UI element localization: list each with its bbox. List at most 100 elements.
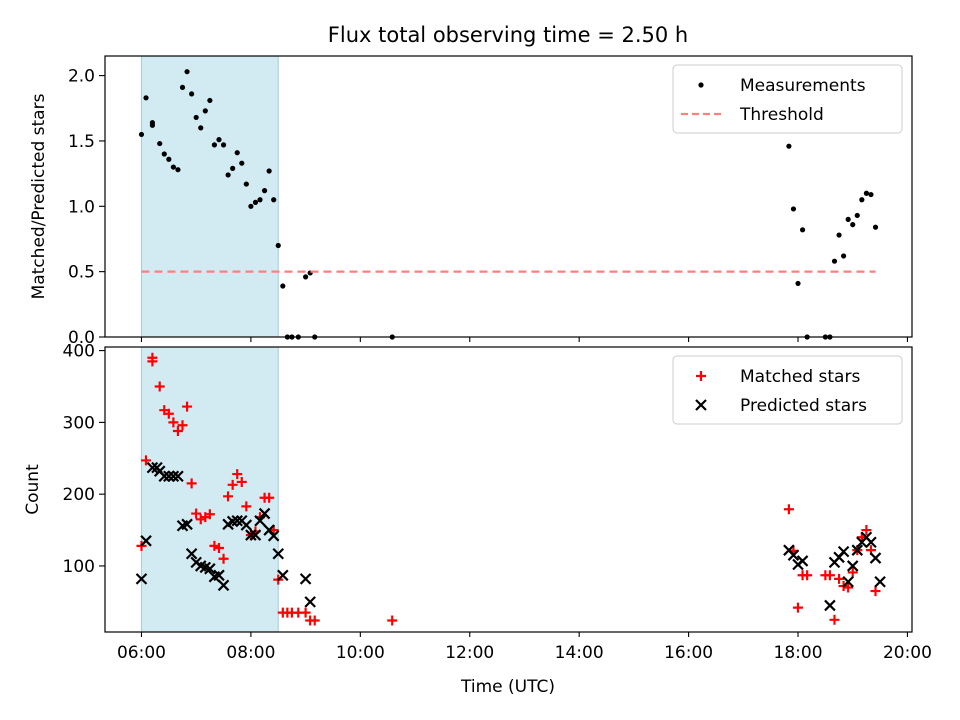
legend-predicted-label: Predicted stars xyxy=(740,396,867,416)
top-y-tick-label: 2.0 xyxy=(68,67,95,87)
top-legend: Measurements Threshold xyxy=(672,64,903,134)
measurement-point xyxy=(230,165,236,171)
matched-star-point xyxy=(241,501,252,512)
predicted-star-point xyxy=(258,507,271,520)
matched-star-point xyxy=(172,425,183,436)
matched-star-point xyxy=(843,582,854,593)
measurement-point xyxy=(831,258,838,264)
predicted-star-point xyxy=(787,549,800,561)
matched-star-point xyxy=(154,381,165,392)
measurement-point xyxy=(207,97,213,104)
top-y-tick-label: 1.5 xyxy=(68,132,95,152)
matched-star-point xyxy=(829,614,840,625)
measurement-point xyxy=(149,122,156,128)
bottom-y-tick-label: 300 xyxy=(63,413,95,433)
matched-star-point xyxy=(191,508,202,519)
measurement-point xyxy=(234,150,240,156)
legend-matched-label: Matched stars xyxy=(740,367,860,387)
legend-predicted-marker xyxy=(695,399,707,411)
measurement-point xyxy=(193,114,199,121)
matched-star-point xyxy=(236,476,247,487)
measurement-point xyxy=(202,108,208,114)
matched-star-point xyxy=(186,478,197,489)
measurement-point xyxy=(138,131,145,138)
matched-star-point xyxy=(309,615,320,626)
measurement-point xyxy=(257,197,263,203)
measurement-point xyxy=(854,212,860,219)
measurement-point xyxy=(243,181,249,187)
predicted-star-point xyxy=(181,518,193,531)
measurement-point xyxy=(170,164,176,170)
x-tick-label: 10:00 xyxy=(336,643,385,663)
bottom-x-ticks: 06:00 08:00 10:00 12:00 14:00 16:00 18:00 20:00 xyxy=(117,632,932,663)
x-axis-label: Time (UTC) xyxy=(460,677,555,697)
bottom-legend-box xyxy=(672,355,903,425)
measurement-point xyxy=(786,143,792,149)
predicted-star-point xyxy=(204,563,216,575)
predicted-star-point xyxy=(304,596,316,608)
bottom-marks xyxy=(135,352,886,626)
matched-star-point xyxy=(218,553,229,564)
matched-star-point xyxy=(182,401,193,412)
measurement-point xyxy=(166,156,172,162)
matched-star-point xyxy=(168,417,179,428)
measurement-point xyxy=(161,151,167,157)
measurement-point xyxy=(225,172,231,178)
matched-star-point xyxy=(387,615,398,626)
predicted-star-point xyxy=(842,575,854,588)
bottom-y-tick-label: 400 xyxy=(63,342,95,362)
bottom-y-ticks: 100 200 300 400 xyxy=(63,342,105,577)
predicted-star-point xyxy=(277,569,289,582)
measurement-point xyxy=(248,203,254,209)
predicted-star-point xyxy=(299,573,312,585)
chart-title: Flux total observing time = 2.50 h xyxy=(328,23,688,47)
measurement-point xyxy=(252,199,259,205)
predicted-star-point xyxy=(869,552,882,564)
matched-star-point xyxy=(861,525,872,536)
matched-star-point xyxy=(264,492,275,503)
matched-star-point xyxy=(870,586,881,597)
matched-star-point xyxy=(802,570,813,581)
predicted-star-point xyxy=(217,579,230,592)
measurement-point xyxy=(157,140,163,147)
matched-star-point xyxy=(223,491,234,502)
predicted-star-point xyxy=(172,470,184,482)
measurement-point xyxy=(303,274,309,280)
matched-star-point xyxy=(232,469,243,480)
matched-star-point xyxy=(163,408,174,419)
bottom-axes-frame xyxy=(104,346,913,633)
matched-star-point xyxy=(847,567,858,578)
predicted-star-point xyxy=(874,575,886,588)
top-legend-box xyxy=(672,64,903,134)
matched-star-point xyxy=(147,356,158,367)
measurement-point xyxy=(841,253,847,259)
matched-star-point xyxy=(177,420,188,431)
measurement-point xyxy=(863,190,870,196)
top-y-tick-label: 0.5 xyxy=(68,263,95,283)
matched-star-point xyxy=(824,570,835,581)
matched-star-point xyxy=(209,540,220,551)
predicted-star-point xyxy=(158,470,171,482)
measurement-point xyxy=(239,160,245,166)
predicted-star-point xyxy=(231,514,243,527)
x-tick-label: 08:00 xyxy=(226,643,275,663)
measurement-point xyxy=(280,283,286,289)
measurement-point xyxy=(868,191,874,198)
top-ylabel: Matched/Predicted stars xyxy=(29,93,49,299)
measurement-point xyxy=(795,280,801,287)
measurement-point xyxy=(179,84,186,90)
measurement-point xyxy=(836,232,842,238)
measurement-point xyxy=(859,197,865,203)
bottom-legend: Matched stars Predicted stars xyxy=(672,355,903,425)
predicted-star-point xyxy=(272,547,285,560)
predicted-star-point xyxy=(140,535,152,547)
measurement-point xyxy=(266,168,272,174)
measurement-point xyxy=(175,167,181,173)
bottom-panel: 100 200 300 400 06:00 08:00 10:00 12:00 14:00 16… xyxy=(23,342,932,663)
predicted-star-point xyxy=(167,470,180,482)
top-y-tick-label: 1.0 xyxy=(68,197,95,217)
measurement-point xyxy=(845,216,851,222)
bottom-ylabel: Count xyxy=(23,464,43,515)
matched-star-point xyxy=(793,602,804,613)
